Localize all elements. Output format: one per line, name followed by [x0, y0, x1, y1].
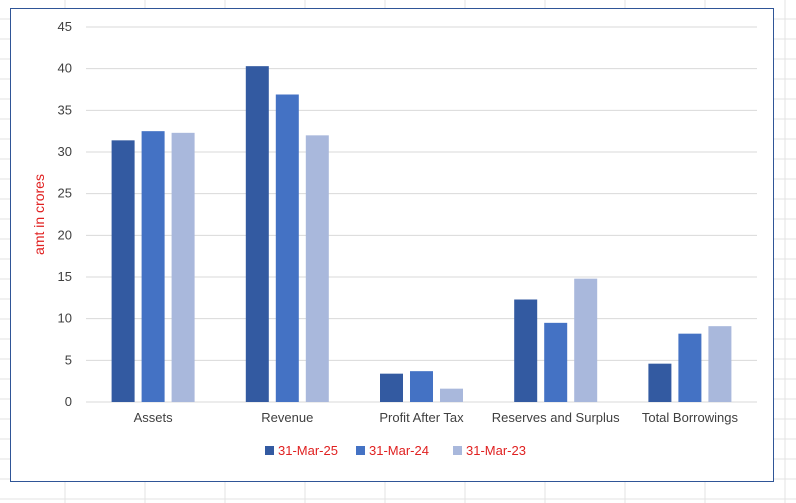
- x-axis-ticks: Assets Revenue Profit After Tax Reserves an…: [134, 410, 739, 425]
- bar-chart: 0 5 10 15 20 25 30 35 40 45 Assets Revenue Profit A…: [31, 19, 757, 458]
- x-tick-label: Profit After Tax: [379, 410, 464, 425]
- y-tick-label: 40: [58, 61, 72, 76]
- x-tick-label: Assets: [134, 410, 174, 425]
- y-tick-label: 25: [58, 186, 72, 201]
- bar[interactable]: [141, 131, 165, 402]
- bar[interactable]: [245, 66, 269, 402]
- bar[interactable]: [111, 140, 135, 403]
- y-tick-label: 45: [58, 19, 72, 34]
- bar[interactable]: [648, 363, 672, 402]
- bar[interactable]: [544, 322, 568, 402]
- y-tick-label: 5: [65, 352, 72, 367]
- bar[interactable]: [410, 371, 433, 402]
- legend[interactable]: 31-Mar-25 31-Mar-24 31-Mar-23: [265, 443, 526, 458]
- y-tick-label: 20: [58, 227, 72, 242]
- chart-area[interactable]: 0 5 10 15 20 25 30 35 40 45 Assets Revenue Profit A…: [10, 8, 774, 482]
- bar[interactable]: [380, 373, 403, 402]
- legend-label: 31-Mar-23: [466, 443, 526, 458]
- bar[interactable]: [275, 94, 299, 403]
- y-axis-ticks: 0 5 10 15 20 25 30 35 40 45: [58, 19, 72, 409]
- legend-label: 31-Mar-24: [369, 443, 429, 458]
- bar[interactable]: [305, 135, 329, 402]
- bar[interactable]: [678, 333, 702, 402]
- x-tick-label: Revenue: [261, 410, 313, 425]
- y-tick-label: 35: [58, 102, 72, 117]
- bar[interactable]: [171, 132, 195, 402]
- bar[interactable]: [440, 388, 463, 402]
- x-tick-label: Total Borrowings: [642, 410, 739, 425]
- legend-swatch: [356, 446, 365, 455]
- y-tick-label: 30: [58, 144, 72, 159]
- y-tick-label: 10: [58, 311, 72, 326]
- legend-swatch: [453, 446, 462, 455]
- y-axis-title: amt in crores: [31, 174, 47, 255]
- bar[interactable]: [574, 278, 598, 402]
- y-tick-label: 15: [58, 269, 72, 284]
- legend-label: 31-Mar-25: [278, 443, 338, 458]
- legend-swatch: [265, 446, 274, 455]
- bars: [111, 66, 732, 403]
- y-tick-label: 0: [65, 394, 72, 409]
- x-tick-label: Reserves and Surplus: [492, 410, 620, 425]
- gridlines: [86, 26, 757, 403]
- bar[interactable]: [708, 326, 732, 402]
- bar[interactable]: [514, 299, 538, 403]
